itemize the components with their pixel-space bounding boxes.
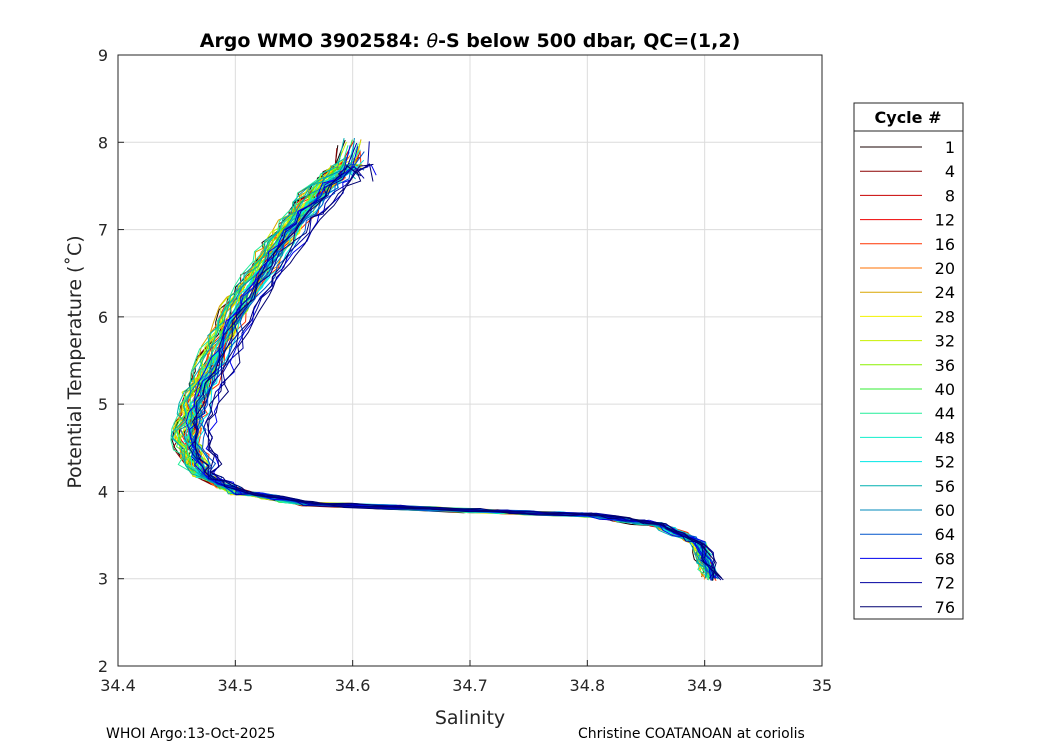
series-line-cycle-16 [188, 164, 715, 580]
chart-title: Argo WMO 3902584: θ-S below 500 dbar, QC… [200, 30, 741, 52]
series-line-cycle-76 [192, 165, 716, 581]
series-line-cycle-44 [175, 145, 714, 581]
y-tick-label: 7 [98, 221, 108, 240]
series-line-cycle-4 [172, 148, 710, 578]
y-tick-label: 4 [98, 482, 108, 501]
legend-label-cycle-72: 72 [935, 574, 955, 593]
series-line-cycle-68 [205, 164, 717, 578]
series-line-cycle-72 [188, 142, 715, 579]
series-line-cycle-64 [191, 163, 712, 578]
series-line-cycle-52 [192, 164, 719, 580]
legend-label-cycle-76: 76 [935, 598, 955, 617]
legend-box [853, 102, 964, 620]
series-line-cycle-28 [176, 157, 711, 580]
legend-label-cycle-48: 48 [935, 428, 955, 447]
series-line-cycle-48 [183, 140, 714, 579]
legend-label-cycle-20: 20 [935, 259, 955, 278]
series-line-cycle-52 [196, 159, 715, 580]
series-line-cycle-68 [189, 146, 717, 579]
series-line-cycle-12 [175, 156, 713, 580]
x-tick-label: 34.4 [100, 676, 136, 695]
series-line-cycle-20 [174, 165, 706, 578]
series-line-cycle-8 [189, 164, 716, 581]
series-line-cycle-12 [191, 164, 713, 579]
legend-label-cycle-68: 68 [935, 549, 955, 568]
series-line-cycle-56 [171, 156, 707, 579]
series-line-cycle-36 [186, 163, 710, 580]
series-line-cycle-48 [192, 149, 716, 578]
legend-label-cycle-36: 36 [935, 356, 955, 375]
series-line-cycle-24 [185, 159, 710, 579]
footer-credit-right: Christine COATANOAN at coriolis [578, 726, 805, 742]
legend-label-cycle-52: 52 [935, 453, 955, 472]
legend-label-cycle-4: 4 [945, 162, 955, 181]
legend-label-cycle-1: 1 [945, 138, 955, 157]
legend-label-cycle-40: 40 [935, 380, 955, 399]
footer-credit-left: WHOI Argo:13-Oct-2025 [106, 726, 276, 742]
x-tick-label: 34.8 [570, 676, 606, 695]
legend-label-cycle-32: 32 [935, 332, 955, 351]
y-tick-label: 9 [98, 46, 108, 65]
series-line-cycle-28 [177, 160, 708, 579]
series-line-cycle-1 [171, 145, 706, 578]
series-line-cycle-32 [173, 141, 711, 579]
series-line-cycle-40 [185, 163, 714, 580]
series-line-cycle-60 [179, 151, 708, 578]
y-tick-label: 6 [98, 308, 108, 327]
series-line-cycle-8 [186, 156, 716, 578]
series-line-cycle-28 [188, 163, 711, 580]
series-line-cycle-1 [178, 139, 713, 581]
series-line-cycle-56 [187, 166, 714, 578]
series-line-cycle-20 [180, 155, 710, 580]
legend-label-cycle-64: 64 [935, 525, 955, 544]
y-tick-label: 5 [98, 395, 108, 414]
series-line-cycle-64 [191, 151, 719, 580]
axis-ticks: 34.4 34.5 34.6 34.7 34.8 34.9 35 2 3 4 5 6 7 8 9 [98, 46, 832, 695]
x-axis-label: Salinity [435, 707, 505, 729]
legend-label-cycle-28: 28 [935, 307, 955, 326]
y-axis-label: Potential Temperature (˚C) [64, 235, 86, 488]
series-line-cycle-40 [187, 139, 712, 579]
legend-label-cycle-16: 16 [935, 235, 955, 254]
series-line-cycle-72 [203, 141, 722, 581]
x-tick-label: 34.7 [452, 676, 488, 695]
series-line-cycle-52 [184, 165, 713, 580]
legend-label-cycle-12: 12 [935, 211, 955, 230]
series-line-cycle-24 [172, 164, 704, 578]
series-line-cycle-16 [195, 149, 717, 582]
x-tick-label: 35 [812, 676, 832, 695]
legend-label-cycle-56: 56 [935, 477, 955, 496]
legend-title: Cycle # [875, 108, 942, 127]
series-line-cycle-68 [185, 145, 712, 581]
series-line-cycle-76 [207, 163, 724, 581]
x-tick-label: 34.9 [687, 676, 723, 695]
x-tick-label: 34.5 [218, 676, 254, 695]
series-line-cycle-44 [170, 158, 710, 579]
legend-label-cycle-44: 44 [935, 404, 955, 423]
y-tick-label: 2 [98, 657, 108, 676]
series-line-cycle-60 [188, 163, 712, 581]
series-line-cycle-32 [173, 164, 711, 580]
series-line-cycle-4 [185, 156, 712, 580]
data-series [170, 137, 724, 582]
series-line-cycle-20 [177, 166, 711, 580]
legend-label-cycle-8: 8 [945, 186, 955, 205]
legend-label-cycle-24: 24 [935, 283, 955, 302]
x-tick-label: 34.6 [335, 676, 371, 695]
y-tick-label: 8 [98, 133, 108, 152]
series-line-cycle-76 [206, 163, 723, 579]
series-line-cycle-36 [189, 163, 717, 579]
series-line-cycle-44 [188, 143, 713, 582]
legend-label-cycle-60: 60 [935, 501, 955, 520]
y-tick-label: 3 [98, 570, 108, 589]
legend: Cycle # 14812162024283236404448525660646… [853, 102, 964, 620]
series-line-cycle-40 [174, 158, 712, 581]
series-line-cycle-72 [193, 165, 715, 579]
series-line-cycle-8 [185, 150, 717, 578]
series-line-cycle-24 [195, 139, 714, 580]
